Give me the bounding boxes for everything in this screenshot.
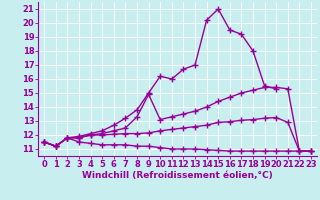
X-axis label: Windchill (Refroidissement éolien,°C): Windchill (Refroidissement éolien,°C) xyxy=(82,171,273,180)
